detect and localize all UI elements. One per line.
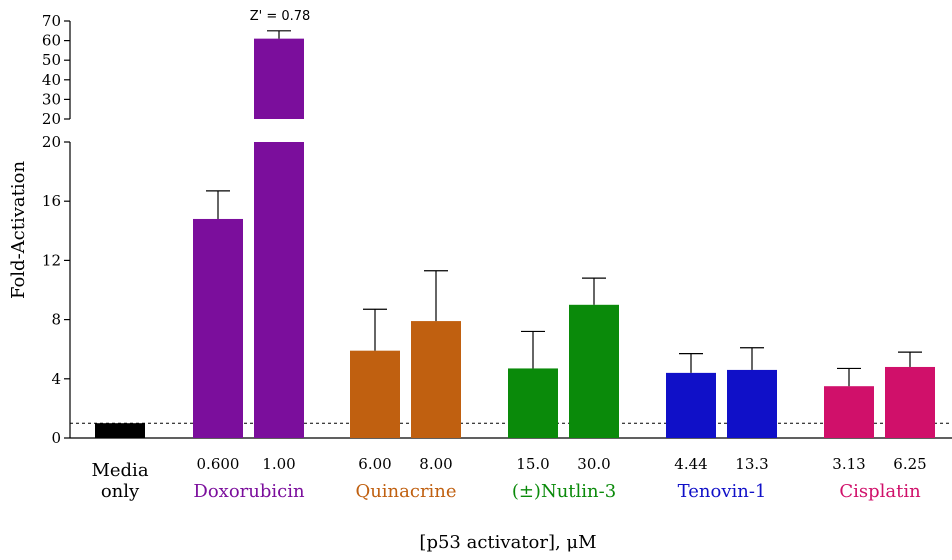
bar (666, 372, 716, 438)
y-tick-label: 4 (51, 370, 61, 388)
bar (727, 369, 777, 438)
x-tick-label: 30.0 (577, 455, 610, 473)
y-tick-label: 40 (42, 71, 61, 89)
bar (411, 321, 461, 438)
bar (193, 218, 243, 438)
x-tick-label: 0.600 (197, 455, 240, 473)
bar (508, 368, 558, 438)
group-label: Cisplatin (839, 481, 921, 502)
bar (254, 142, 304, 438)
y-tick-label: 30 (42, 90, 61, 108)
bars (95, 30, 935, 438)
y-tick-label: 70 (42, 12, 61, 30)
bar (885, 366, 935, 438)
bar (824, 386, 874, 438)
x-tick-label: 8.00 (419, 455, 452, 473)
y-tick-label: 12 (42, 251, 61, 269)
x-tick-label: 6.00 (358, 455, 391, 473)
bar (350, 350, 400, 438)
group-label: Quinacrine (355, 481, 456, 502)
x-tick-label: 4.44 (674, 455, 707, 473)
y-tick-label: 20 (42, 110, 61, 128)
x-tick-label: 6.25 (893, 455, 926, 473)
y-tick-label: 8 (51, 311, 61, 329)
x-axis-title: [p53 activator], μM (419, 532, 596, 553)
bar (95, 423, 145, 438)
y-tick-label: 50 (42, 51, 61, 69)
z-prime-annotation: Z' = 0.78 (250, 9, 311, 24)
group-label: Tenovin-1 (678, 481, 767, 502)
y-tick-label: 20 (42, 133, 61, 151)
group-label: Doxorubicin (193, 481, 305, 502)
labels: 0.600 1.00 6.00 8.00 15.0 30.0 4.44 13.3 3.13 6.2… (91, 455, 926, 502)
x-tick-label: 1.00 (262, 455, 295, 473)
group-label: Media (91, 460, 148, 481)
x-tick-label: 3.13 (832, 455, 865, 473)
bar (569, 304, 619, 438)
y-axis-title: Fold-Activation (8, 161, 29, 300)
group-label: only (101, 481, 140, 502)
x-tick-label: 13.3 (735, 455, 768, 473)
y-tick-label: 60 (42, 32, 61, 50)
y-tick-label: 16 (42, 192, 61, 210)
x-tick-label: 15.0 (516, 455, 549, 473)
group-label: (±)Nutlin-3 (512, 481, 616, 502)
bar (254, 38, 304, 119)
y-tick-label: 0 (51, 429, 61, 447)
